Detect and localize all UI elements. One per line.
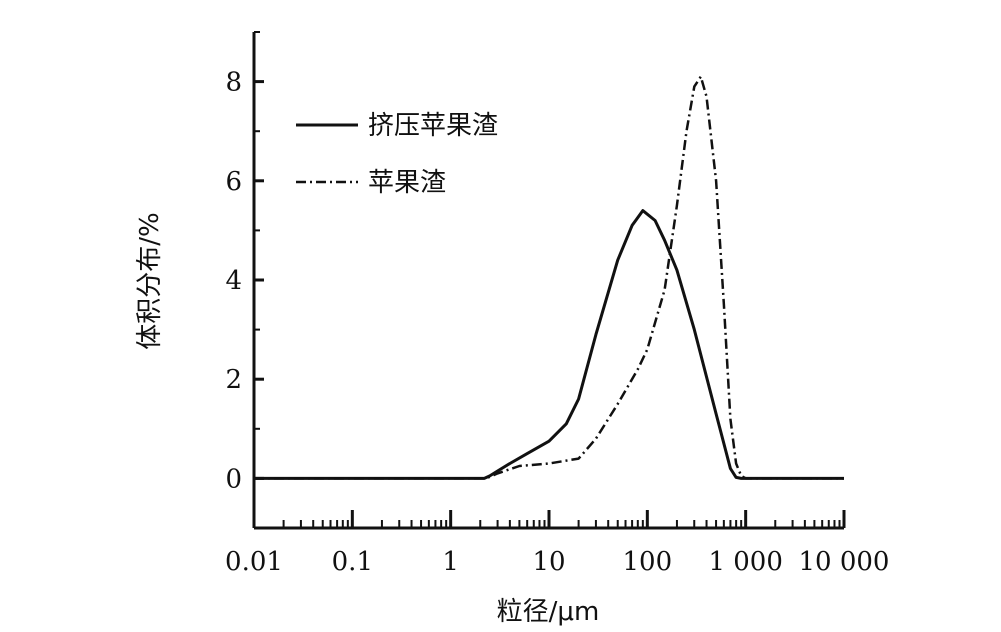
x-tick-label: 10 [532,547,565,577]
y-tick-label: 6 [225,167,242,197]
x-axis-title: 粒径/μm [497,597,600,627]
series-line-pomace [254,75,844,480]
legend-label-extruded-pomace: 挤压苹果渣 [368,111,498,141]
x-tick-label: 100 [623,547,673,577]
x-tick-label: 1 [442,547,459,577]
x-tick-label: 10 000 [799,547,890,577]
series-line-extruded-pomace [254,209,844,480]
x-tick-label: 1 000 [708,547,782,577]
series-layer [254,75,844,480]
y-tick-label: 0 [225,464,242,494]
x-tick-label: 0.1 [332,547,373,577]
y-tick-label: 2 [225,365,242,395]
ticks: 0 2 4 6 8 0.01 0.1 1 10 100 1 000 10 000 [225,31,890,577]
legend-label-pomace: 苹果渣 [368,168,446,198]
x-tick-label: 0.01 [225,547,283,577]
y-tick-label: 4 [225,266,242,296]
axes [252,32,844,530]
y-tick-label: 8 [225,68,242,98]
legend: 挤压苹果渣 苹果渣 [296,111,498,198]
y-axis-title: 体积分布/% [135,212,165,349]
